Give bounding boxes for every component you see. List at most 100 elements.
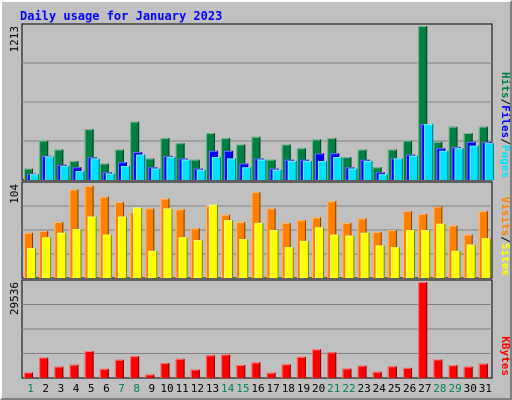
visits-sites-sites-bar	[193, 240, 203, 278]
visits-sites-legend-visits: Visits	[499, 197, 510, 237]
x-tick-label: 11	[176, 382, 189, 395]
x-tick-label: 27	[418, 382, 431, 395]
kbytes-kbytes-bar	[342, 368, 352, 378]
kbytes-kbytes-bar	[84, 351, 94, 378]
kbytes-kbytes-bar	[236, 364, 246, 378]
x-tick-label: 22	[342, 382, 355, 395]
visits-sites-sites-bar	[284, 247, 294, 278]
x-tick-label: 14	[221, 382, 235, 395]
visits-sites-sites-bar	[451, 250, 461, 278]
hits-files-pages-hits-bar	[130, 121, 140, 180]
hits-files-pages-hits-bar	[84, 129, 94, 180]
kbytes-kbytes-bar	[251, 362, 261, 378]
x-tick-label: 23	[358, 382, 371, 395]
kbytes-kbytes-bar	[433, 359, 443, 378]
visits-sites-sites-bar	[330, 234, 340, 278]
hits-files-pages-hits-bar	[418, 26, 428, 180]
visits-sites-visits-bar	[145, 208, 155, 278]
hits-files-pages-pages-bar	[378, 174, 388, 180]
kbytes-kbytes-bar	[387, 366, 397, 378]
x-tick-label: 6	[103, 382, 110, 395]
hits-files-pages-pages-bar	[363, 160, 373, 180]
hits-files-pages-pages-bar	[393, 158, 403, 180]
hits-files-pages-pages-bar	[287, 160, 297, 180]
hits-files-pages-pages-bar	[257, 159, 267, 180]
visits-sites-y-max-label: 104	[8, 184, 21, 204]
hits-files-pages-pages-bar	[90, 158, 100, 180]
visits-sites-legend-separator: /	[499, 236, 510, 243]
visits-sites-sites-bar	[390, 247, 400, 278]
hits-files-pages-pages-bar	[196, 169, 206, 180]
kbytes-kbytes-bar	[296, 356, 306, 378]
visits-sites-sites-bar	[208, 204, 218, 278]
visits-sites-sites-bar	[436, 223, 446, 278]
kbytes-kbytes-bar	[39, 357, 49, 378]
kbytes-kbytes-bar	[403, 367, 413, 378]
hits-files-pages-pages-bar	[424, 124, 434, 180]
x-tick-label: 18	[282, 382, 295, 395]
visits-sites-sites-bar	[421, 230, 431, 278]
hits-files-pages-legend-separator: /	[499, 138, 510, 145]
kbytes-kbytes-bar	[357, 365, 367, 378]
hits-files-pages-hits-bar	[236, 144, 246, 180]
x-tick-label: 10	[160, 382, 173, 395]
visits-sites-sites-bar	[345, 235, 355, 278]
x-tick-label: 31	[479, 382, 492, 395]
hits-files-pages-pages-bar	[318, 160, 328, 180]
kbytes-kbytes-bar	[130, 356, 140, 378]
hits-files-pages-pages-bar	[211, 157, 221, 180]
kbytes-kbytes-bar	[175, 358, 185, 378]
hits-files-pages-pages-bar	[242, 167, 252, 180]
kbytes-kbytes-bar	[24, 372, 33, 378]
hits-files-pages-legend-hits: Hits	[499, 72, 510, 99]
x-tick-label: 15	[236, 382, 249, 395]
hits-files-pages-pages-bar	[348, 168, 358, 180]
kbytes-legend: KBytes	[499, 336, 510, 376]
kbytes-kbytes-bar	[99, 368, 109, 378]
x-tick-label: 28	[433, 382, 446, 395]
kbytes-kbytes-bar	[145, 374, 155, 378]
kbytes-kbytes-bar	[463, 366, 473, 378]
hits-files-pages-pages-bar	[166, 157, 176, 180]
x-tick-label: 24	[373, 382, 387, 395]
hits-files-pages-pages-bar	[30, 174, 39, 180]
hits-files-pages-pages-bar	[151, 168, 161, 180]
kbytes-kbytes-bar	[221, 354, 231, 378]
visits-sites-sites-bar	[27, 248, 36, 278]
visits-sites-sites-bar	[57, 232, 67, 278]
x-tick-label: 13	[206, 382, 219, 395]
kbytes-legend-kbytes: KBytes	[499, 336, 510, 376]
chart-title: Daily usage for January 2023	[20, 9, 223, 23]
kbytes-kbytes-bar	[418, 282, 428, 378]
x-tick-label: 2	[42, 382, 49, 395]
hits-files-pages-pages-bar	[454, 148, 464, 180]
kbytes-kbytes-bar	[281, 364, 291, 378]
hits-files-pages-y-max-label: 1213	[8, 26, 21, 53]
x-tick-label: 25	[388, 382, 401, 395]
hits-files-pages-pages-bar	[333, 157, 343, 180]
hits-files-pages-pages-bar	[484, 143, 494, 180]
x-tick-label: 19	[297, 382, 310, 395]
x-tick-label: 1	[27, 382, 34, 395]
hits-files-pages-pages-bar	[469, 145, 479, 180]
x-tick-label: 8	[133, 382, 140, 395]
hits-files-pages-pages-bar	[272, 169, 282, 180]
x-tick-label: 20	[312, 382, 325, 395]
hits-files-pages-pages-bar	[75, 171, 85, 180]
hits-files-pages-pages-bar	[120, 166, 130, 180]
visits-sites-sites-bar	[42, 237, 52, 278]
visits-sites-sites-bar	[375, 245, 385, 278]
visits-sites-sites-bar	[481, 238, 491, 278]
x-tick-label: 4	[73, 382, 80, 395]
x-tick-label: 9	[149, 382, 156, 395]
x-tick-label: 26	[403, 382, 416, 395]
x-tick-label: 30	[464, 382, 477, 395]
x-tick-label: 17	[267, 382, 280, 395]
hits-files-pages-legend-separator: /	[499, 99, 510, 106]
kbytes-kbytes-bar	[478, 363, 488, 378]
visits-sites-sites-bar	[133, 207, 143, 278]
hits-files-pages-hits-bar	[99, 163, 109, 180]
x-tick-label: 16	[251, 382, 264, 395]
